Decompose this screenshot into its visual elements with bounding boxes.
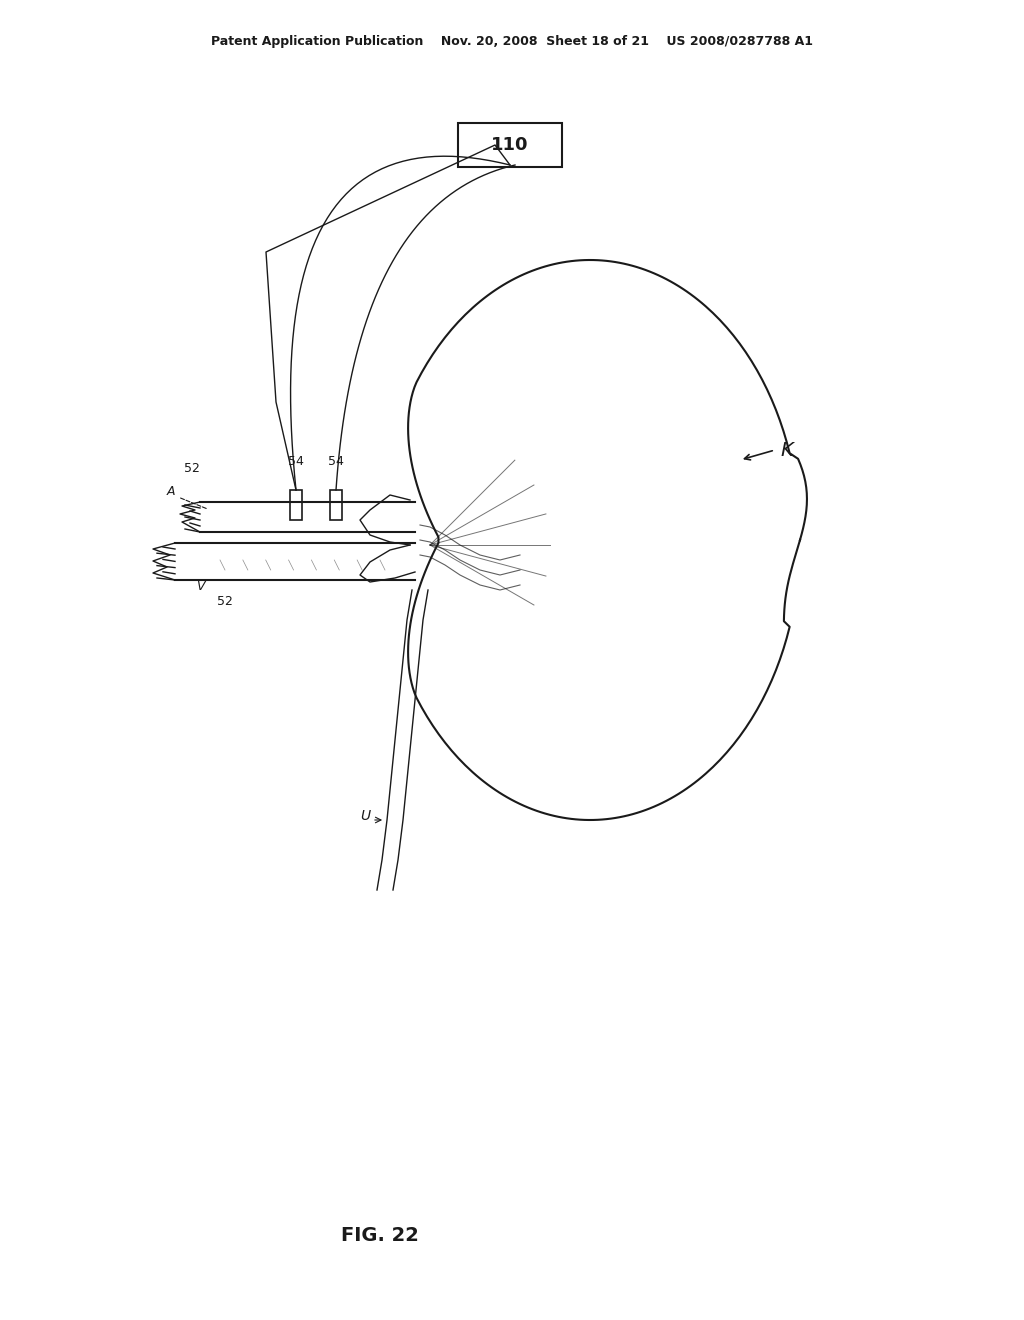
Text: 52: 52 <box>217 595 232 609</box>
Text: 54: 54 <box>288 455 304 469</box>
FancyBboxPatch shape <box>458 123 562 168</box>
Text: 110: 110 <box>492 136 528 154</box>
Text: FIG. 22: FIG. 22 <box>341 1226 419 1245</box>
Bar <box>290 490 302 520</box>
Text: V: V <box>197 579 205 593</box>
Text: 54: 54 <box>328 455 344 469</box>
Bar <box>330 490 342 520</box>
Text: 52: 52 <box>184 462 200 475</box>
Text: K: K <box>780 441 793 459</box>
Text: A: A <box>167 484 175 498</box>
Text: Patent Application Publication    Nov. 20, 2008  Sheet 18 of 21    US 2008/02877: Patent Application Publication Nov. 20, … <box>211 36 813 48</box>
Text: U: U <box>359 809 370 822</box>
